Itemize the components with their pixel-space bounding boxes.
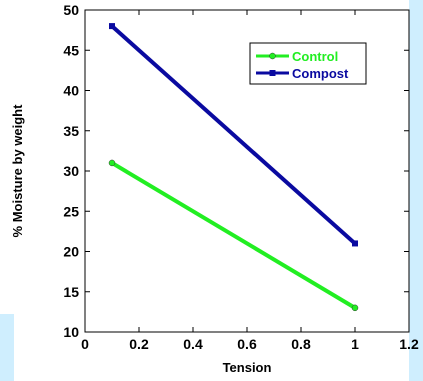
- compost-legend-label: Compost: [292, 66, 349, 81]
- legend-box: [249, 42, 367, 85]
- x-tick-label: 0: [81, 336, 89, 352]
- y-tick-label: 40: [63, 83, 79, 99]
- x-axis-label: Tension: [223, 360, 272, 375]
- x-tick-label: 0.6: [237, 336, 257, 352]
- y-axis-label: % Moisture by weight: [10, 104, 25, 238]
- x-tick-label: 1: [351, 336, 359, 352]
- control-data-point: [351, 304, 359, 312]
- control-legend-marker: [269, 52, 276, 60]
- y-tick-label: 10: [63, 324, 79, 340]
- y-tick-label: 50: [63, 2, 79, 18]
- control-data-point: [108, 159, 116, 167]
- compost-data-point: [352, 240, 358, 247]
- y-tick-label: 15: [63, 284, 79, 300]
- control-series-line: [110, 161, 357, 310]
- x-tick-label: 0.8: [291, 336, 311, 352]
- y-tick-label: 35: [63, 123, 79, 139]
- y-tick-label: 20: [63, 244, 79, 260]
- control-legend-label: Control: [292, 49, 338, 64]
- y-tick-label: 45: [63, 42, 79, 58]
- compost-data-point: [109, 23, 115, 30]
- y-tick-label: 25: [63, 203, 79, 219]
- background-strip-left: [0, 314, 14, 381]
- y-tick-label: 30: [63, 163, 79, 179]
- compost-series-line: [110, 24, 357, 245]
- x-tick-label: 0.2: [129, 336, 149, 352]
- compost-legend-marker: [269, 70, 276, 76]
- x-tick-label: 1.2: [399, 336, 419, 352]
- background-strip-right: [409, 0, 423, 381]
- legend: Control Compost: [249, 42, 367, 85]
- x-tick-label: 0.4: [183, 336, 203, 352]
- series-lines: [108, 23, 359, 312]
- axis-ticks: 0 0.2 0.4 0.6 0.8 1 1.2 10 15 20 25 30 35 40 45 50: [63, 2, 419, 352]
